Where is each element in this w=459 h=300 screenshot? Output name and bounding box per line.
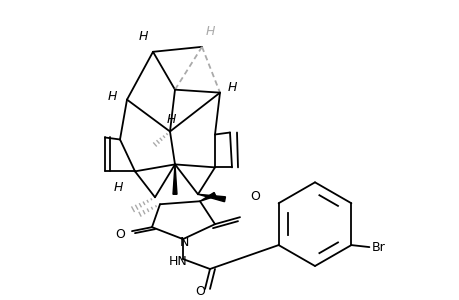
- Text: N: N: [179, 236, 188, 249]
- Text: O: O: [115, 228, 125, 241]
- Text: H: H: [107, 90, 117, 103]
- Text: HN: HN: [168, 254, 187, 268]
- Text: H: H: [138, 30, 147, 44]
- Text: O: O: [195, 285, 205, 298]
- Text: O: O: [249, 190, 259, 203]
- Text: H: H: [227, 81, 236, 94]
- Polygon shape: [197, 194, 225, 202]
- Polygon shape: [173, 164, 177, 194]
- Text: H: H: [113, 181, 123, 194]
- Polygon shape: [200, 193, 215, 201]
- Text: H: H: [205, 26, 214, 38]
- Text: Br: Br: [370, 241, 384, 254]
- Text: H: H: [166, 113, 175, 126]
